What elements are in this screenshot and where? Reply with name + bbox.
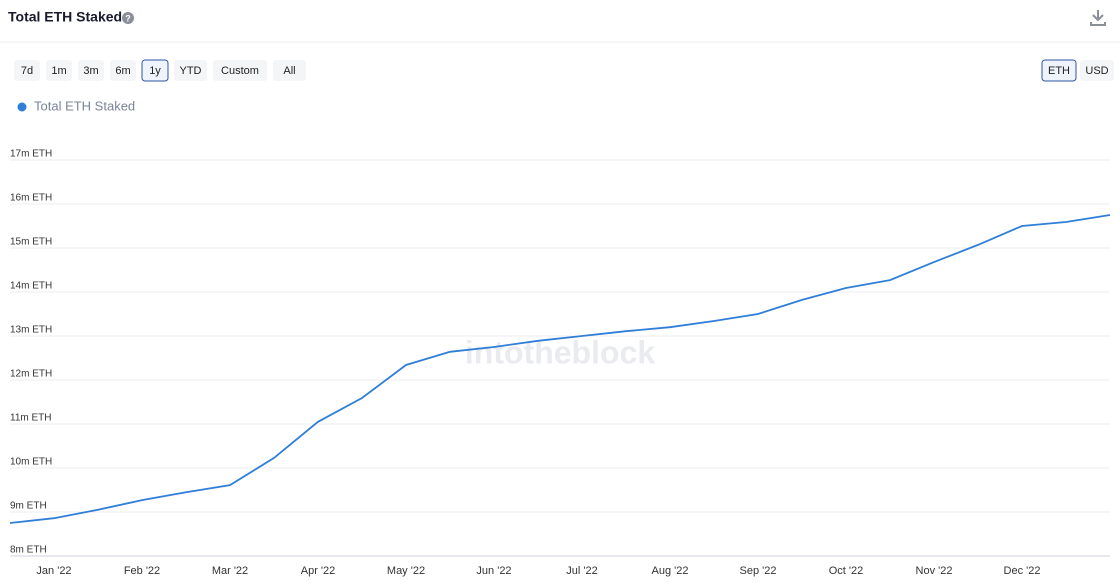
- chart-title: Total ETH Staked: [8, 9, 122, 25]
- x-tick-label: May '22: [387, 565, 425, 577]
- button-bg: [213, 60, 267, 81]
- legend-item[interactable]: Total ETH Staked: [17, 98, 136, 113]
- button-bg: [46, 60, 72, 81]
- button-label: USD: [1085, 65, 1108, 77]
- button-bg: [174, 60, 207, 81]
- help-icon[interactable]: ?: [122, 12, 134, 24]
- y-tick-label: 10m ETH: [10, 457, 52, 468]
- range-button[interactable]: YTD: [174, 60, 207, 81]
- range-button[interactable]: 1m: [46, 60, 72, 81]
- button-label: All: [283, 65, 295, 77]
- x-tick-label: Sep '22: [740, 565, 777, 577]
- button-label: 3m: [83, 65, 98, 77]
- button-bg: [141, 59, 169, 82]
- x-tick-label: Nov '22: [916, 565, 953, 577]
- range-button[interactable]: 3m: [78, 60, 104, 81]
- y-tick-label: 8m ETH: [10, 545, 47, 556]
- y-tick-label: 12m ETH: [10, 369, 52, 380]
- y-tick-label: 14m ETH: [10, 281, 52, 292]
- button-label: ETH: [1048, 65, 1070, 77]
- y-tick-label: 9m ETH: [10, 501, 47, 512]
- legend-label: Total ETH Staked: [34, 98, 135, 113]
- series-line: [9, 214, 1111, 524]
- y-tick-label: 13m ETH: [10, 325, 52, 336]
- unit-button[interactable]: ETH: [1041, 59, 1077, 82]
- x-tick-label: Jun '22: [476, 565, 511, 577]
- button-label: Custom: [221, 65, 259, 77]
- button-bg: [78, 60, 104, 81]
- y-tick-label: 16m ETH: [10, 193, 52, 204]
- x-tick-label: Mar '22: [212, 565, 248, 577]
- x-tick-label: Jan '22: [36, 565, 71, 577]
- button-label: 1y: [149, 65, 161, 77]
- range-button[interactable]: 6m: [110, 60, 136, 81]
- button-label: 6m: [115, 65, 130, 77]
- svg-text:?: ?: [125, 13, 131, 23]
- button-label: 1m: [51, 65, 66, 77]
- button-bg: [14, 60, 40, 81]
- button-bg: [1080, 60, 1114, 81]
- x-tick-label: Aug '22: [652, 565, 689, 577]
- download-icon[interactable]: [1090, 10, 1106, 26]
- button-label: YTD: [180, 65, 202, 77]
- range-button[interactable]: All: [273, 60, 306, 81]
- x-tick-label: Jul '22: [566, 565, 597, 577]
- range-button[interactable]: Custom: [213, 60, 267, 81]
- unit-button[interactable]: USD: [1080, 60, 1114, 81]
- x-tick-label: Dec '22: [1004, 565, 1041, 577]
- button-bg: [1041, 59, 1077, 82]
- y-tick-label: 11m ETH: [10, 413, 52, 424]
- x-tick-label: Oct '22: [829, 565, 864, 577]
- button-label: 7d: [21, 65, 33, 77]
- x-tick-label: Apr '22: [301, 565, 336, 577]
- watermark: intotheblock: [465, 334, 655, 370]
- range-button[interactable]: 1y: [141, 59, 169, 82]
- x-tick-label: Feb '22: [124, 565, 160, 577]
- y-tick-label: 17m ETH: [10, 149, 52, 160]
- y-tick-label: 15m ETH: [10, 237, 52, 248]
- button-bg: [110, 60, 136, 81]
- legend-marker: [17, 102, 27, 112]
- range-button[interactable]: 7d: [14, 60, 40, 81]
- button-bg: [273, 60, 306, 81]
